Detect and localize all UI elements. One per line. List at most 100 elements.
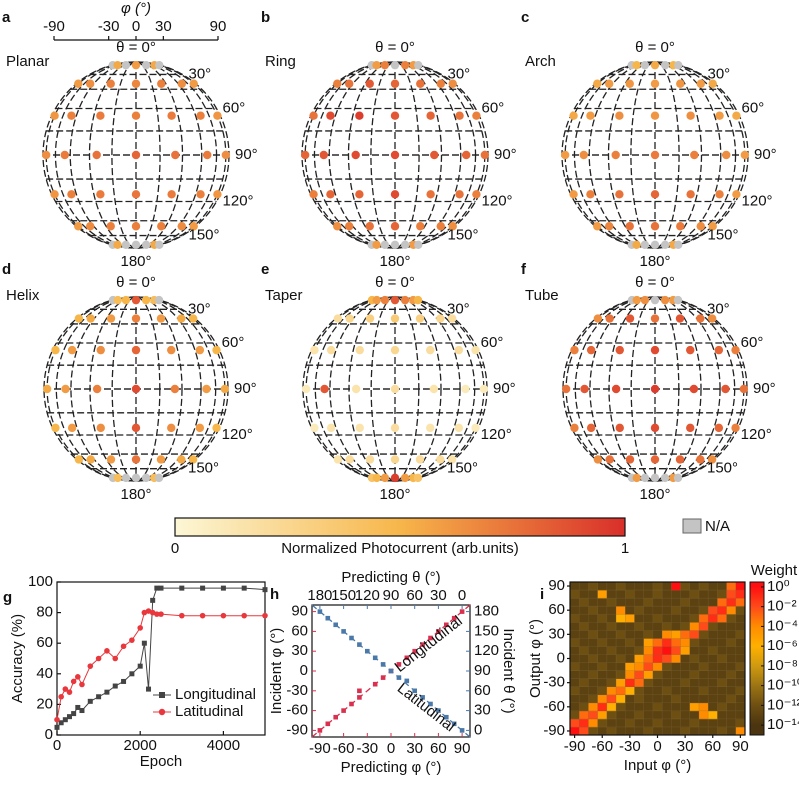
x-tick-label: 120	[355, 587, 380, 604]
colorbar	[749, 581, 765, 736]
heat-cell	[662, 686, 672, 696]
data-dot	[351, 150, 360, 160]
data-dot	[60, 150, 69, 160]
data-dot	[650, 111, 660, 120]
point	[357, 695, 362, 700]
heat-cell	[588, 614, 598, 623]
heat-cell	[708, 638, 718, 647]
heat-cell	[726, 710, 737, 720]
data-dot	[365, 222, 374, 231]
data-dot	[448, 222, 457, 231]
heat-cell	[643, 614, 654, 623]
y-tick-label: -60	[543, 698, 565, 715]
data-dot	[212, 345, 221, 355]
data-dot	[213, 111, 222, 120]
heat-cell	[662, 622, 672, 631]
heat-cell	[634, 686, 644, 696]
marker	[179, 585, 185, 591]
data-dot	[92, 384, 102, 394]
data-dot	[355, 111, 364, 120]
heat-cell	[643, 638, 654, 647]
theta-label: 120°	[741, 426, 772, 443]
data-dot	[372, 240, 381, 250]
phi-tick-label: -90	[43, 18, 65, 35]
heat-cell	[680, 598, 691, 607]
heat-cell	[597, 654, 608, 663]
theta-label: 150°	[708, 227, 739, 244]
heat-cell	[652, 702, 663, 712]
x2-axis-label: Predicting θ (°)	[341, 569, 440, 586]
heat-cell	[570, 606, 580, 615]
marker	[79, 708, 85, 714]
heat-cell	[643, 694, 654, 704]
data-dot	[333, 455, 343, 464]
data-dot	[41, 150, 51, 160]
data-dot	[615, 423, 624, 433]
theta-label: 150°	[189, 227, 220, 244]
heat-cell	[708, 670, 718, 679]
data-dot	[707, 314, 717, 323]
heat-cell	[735, 694, 746, 704]
data-dot	[625, 314, 635, 323]
data-dot	[189, 222, 198, 231]
theta-label: 150°	[188, 460, 219, 477]
heat-cell	[588, 670, 598, 679]
panel-letter: f	[521, 261, 527, 278]
heat-cell	[597, 726, 608, 736]
heat-cell	[588, 654, 598, 663]
data-dot	[472, 190, 481, 199]
data-dot	[309, 190, 318, 199]
heat-cell	[662, 662, 672, 671]
heat-cell	[689, 662, 700, 671]
data-dot	[416, 79, 425, 88]
point	[412, 648, 417, 654]
colorbar-tick-label: 0	[171, 540, 179, 557]
heat-cell	[579, 654, 589, 663]
heat-cell	[689, 686, 700, 696]
data-dot	[579, 150, 588, 160]
data-dot	[156, 314, 166, 323]
x-tick-label: 60	[406, 587, 423, 604]
na-dot	[121, 473, 131, 483]
heat-cell	[735, 686, 746, 696]
data-dot	[640, 295, 650, 305]
data-dot	[320, 384, 329, 394]
colorbar-tick-label: 10⁻⁸	[767, 657, 798, 674]
heat-cell	[726, 662, 737, 671]
point	[404, 655, 410, 661]
x-tick-label: 30	[430, 587, 447, 604]
heat-cell	[625, 670, 635, 679]
heat-cell	[708, 582, 718, 591]
y-tick-label: 0	[300, 662, 308, 679]
data-dot	[714, 423, 724, 433]
data-dot	[447, 455, 457, 464]
point	[365, 648, 370, 654]
heat-cell	[680, 638, 691, 647]
heat-cell	[570, 694, 580, 704]
data-dot	[333, 314, 343, 323]
heat-cell	[579, 678, 589, 687]
point	[333, 622, 338, 628]
heat-cell	[717, 638, 727, 647]
y-tick-label: 60	[36, 634, 53, 651]
heat-cell	[671, 662, 681, 671]
heat-cell	[717, 630, 727, 639]
heat-cell	[717, 694, 727, 704]
marker	[199, 612, 206, 619]
heat-cell	[634, 694, 644, 704]
point	[451, 721, 457, 727]
heat-cell	[579, 694, 589, 704]
na-dot	[650, 473, 660, 483]
heat-cell	[625, 590, 635, 599]
x-tick-label: 0	[53, 737, 61, 754]
theta-label: 120°	[223, 192, 254, 209]
marker	[104, 689, 110, 695]
heat-cell	[625, 622, 635, 631]
data-dot	[650, 314, 660, 323]
heat-cell	[698, 630, 709, 639]
heat-cell	[597, 678, 608, 687]
point	[444, 714, 449, 720]
heat-cell	[606, 702, 617, 712]
marker	[158, 611, 164, 617]
heat-cell	[634, 614, 644, 623]
